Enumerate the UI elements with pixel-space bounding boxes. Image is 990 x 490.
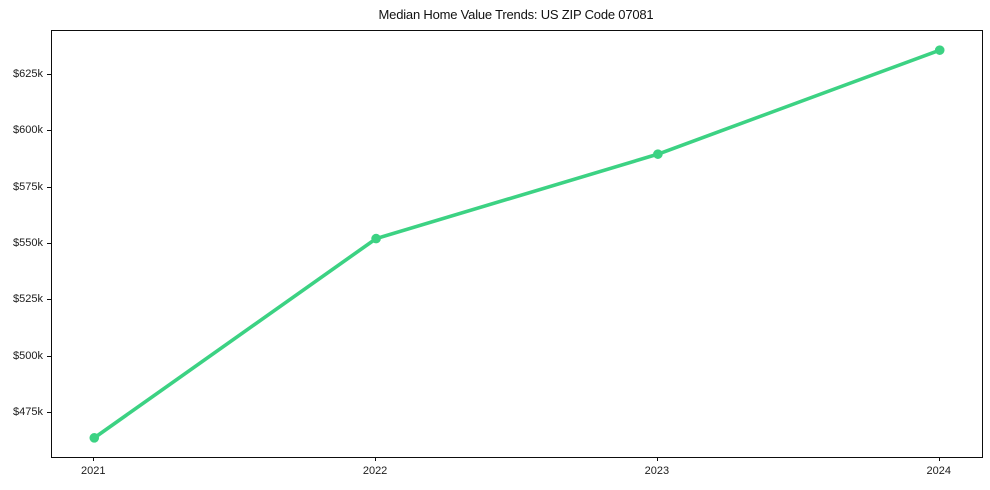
data-point-2024 xyxy=(934,45,945,55)
x-tick-label: 2021 xyxy=(81,465,106,477)
line-series-canvas xyxy=(89,45,945,443)
x-tick-mark xyxy=(656,457,658,461)
y-tick-mark xyxy=(47,411,51,413)
y-tick-mark xyxy=(47,186,51,188)
x-tick-mark xyxy=(93,457,95,461)
y-tick-mark xyxy=(47,299,51,301)
x-tick-mark xyxy=(938,457,940,461)
y-tick-label: $525k xyxy=(13,293,43,306)
plot-area xyxy=(51,30,983,458)
y-tick-label: $600k xyxy=(13,124,43,137)
y-tick-label: $500k xyxy=(13,349,43,362)
x-tick-label: 2023 xyxy=(644,465,670,477)
y-tick-label: $575k xyxy=(13,180,43,193)
y-tick-label: $475k xyxy=(13,405,43,418)
data-point-2021 xyxy=(89,433,100,443)
data-point-2023 xyxy=(653,149,663,159)
y-tick-mark xyxy=(47,74,51,76)
y-tick-label: $550k xyxy=(13,237,43,249)
y-tick-mark xyxy=(47,243,51,244)
x-tick-label: 2024 xyxy=(926,465,951,477)
y-tick-mark xyxy=(47,355,51,357)
y-tick-mark xyxy=(47,130,51,132)
trend-line xyxy=(92,48,942,440)
x-tick-mark xyxy=(375,457,377,461)
x-tick-label: 2022 xyxy=(362,465,388,477)
y-tick-label: $625k xyxy=(13,68,43,81)
data-point-2022 xyxy=(371,233,381,244)
chart-title: Median Home Value Trends: US ZIP Code 07… xyxy=(378,7,654,22)
